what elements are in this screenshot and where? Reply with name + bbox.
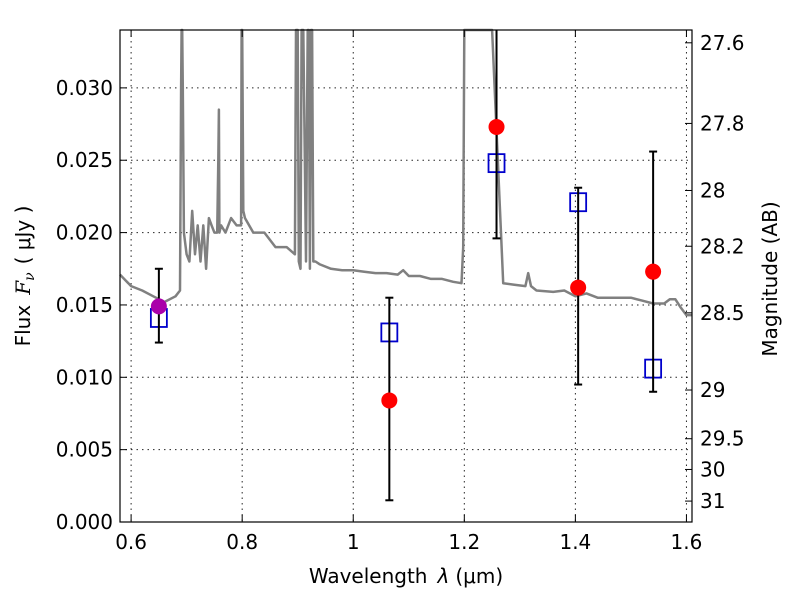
x-tick-label: 0.8 bbox=[226, 530, 258, 554]
purple-circle-marker bbox=[150, 298, 167, 315]
y2-tick-label: 27.6 bbox=[700, 31, 745, 55]
x-tick-label: 1.2 bbox=[448, 530, 480, 554]
y2-tick-label: 30 bbox=[700, 457, 725, 481]
y2-tick-label: 31 bbox=[700, 489, 725, 513]
x-tick-label: 1.4 bbox=[559, 530, 591, 554]
y2-tick-label: 28 bbox=[700, 178, 725, 202]
y-tick-label: 0.020 bbox=[56, 221, 113, 245]
y2-tick-label: 28.2 bbox=[700, 234, 745, 258]
y2-tick-label: 27.8 bbox=[700, 111, 745, 135]
circle-marker bbox=[645, 263, 662, 280]
y-tick-label: 0.000 bbox=[56, 510, 113, 534]
x-tick-label: 1.6 bbox=[671, 530, 703, 554]
y2-tick-label: 28.5 bbox=[700, 301, 745, 325]
y-tick-label: 0.005 bbox=[56, 438, 113, 462]
plot-frame bbox=[119, 29, 693, 523]
x-tick-label: 1 bbox=[347, 530, 360, 554]
model-spectrum bbox=[119, 28, 692, 317]
grid bbox=[120, 30, 692, 522]
y-tick-label: 0.015 bbox=[56, 293, 113, 317]
circle-marker bbox=[381, 392, 398, 409]
x-tick-label: 0.6 bbox=[115, 530, 147, 554]
circle-marker bbox=[488, 118, 505, 135]
y-axis-label: FluxFν( μJy ) bbox=[11, 206, 38, 347]
ticks: 0.6 0.8 1 1.2 1.4 1.6 0.000 0.005 0.010 0.015 0.02… bbox=[56, 30, 745, 554]
circle-marker bbox=[570, 279, 587, 296]
model-spectrum-line bbox=[119, 28, 692, 317]
y2-tick-label: 29.5 bbox=[700, 427, 745, 451]
y-tick-label: 0.025 bbox=[56, 148, 113, 172]
x-axis-label: Wavelength λ (μm) bbox=[309, 564, 503, 588]
y2-tick-label: 29 bbox=[700, 378, 725, 402]
y2-axis-label: Magnitude (AB) bbox=[758, 201, 782, 356]
y-tick-label: 0.030 bbox=[56, 76, 113, 100]
markers bbox=[149, 30, 663, 502]
y-tick-label: 0.010 bbox=[56, 365, 113, 389]
